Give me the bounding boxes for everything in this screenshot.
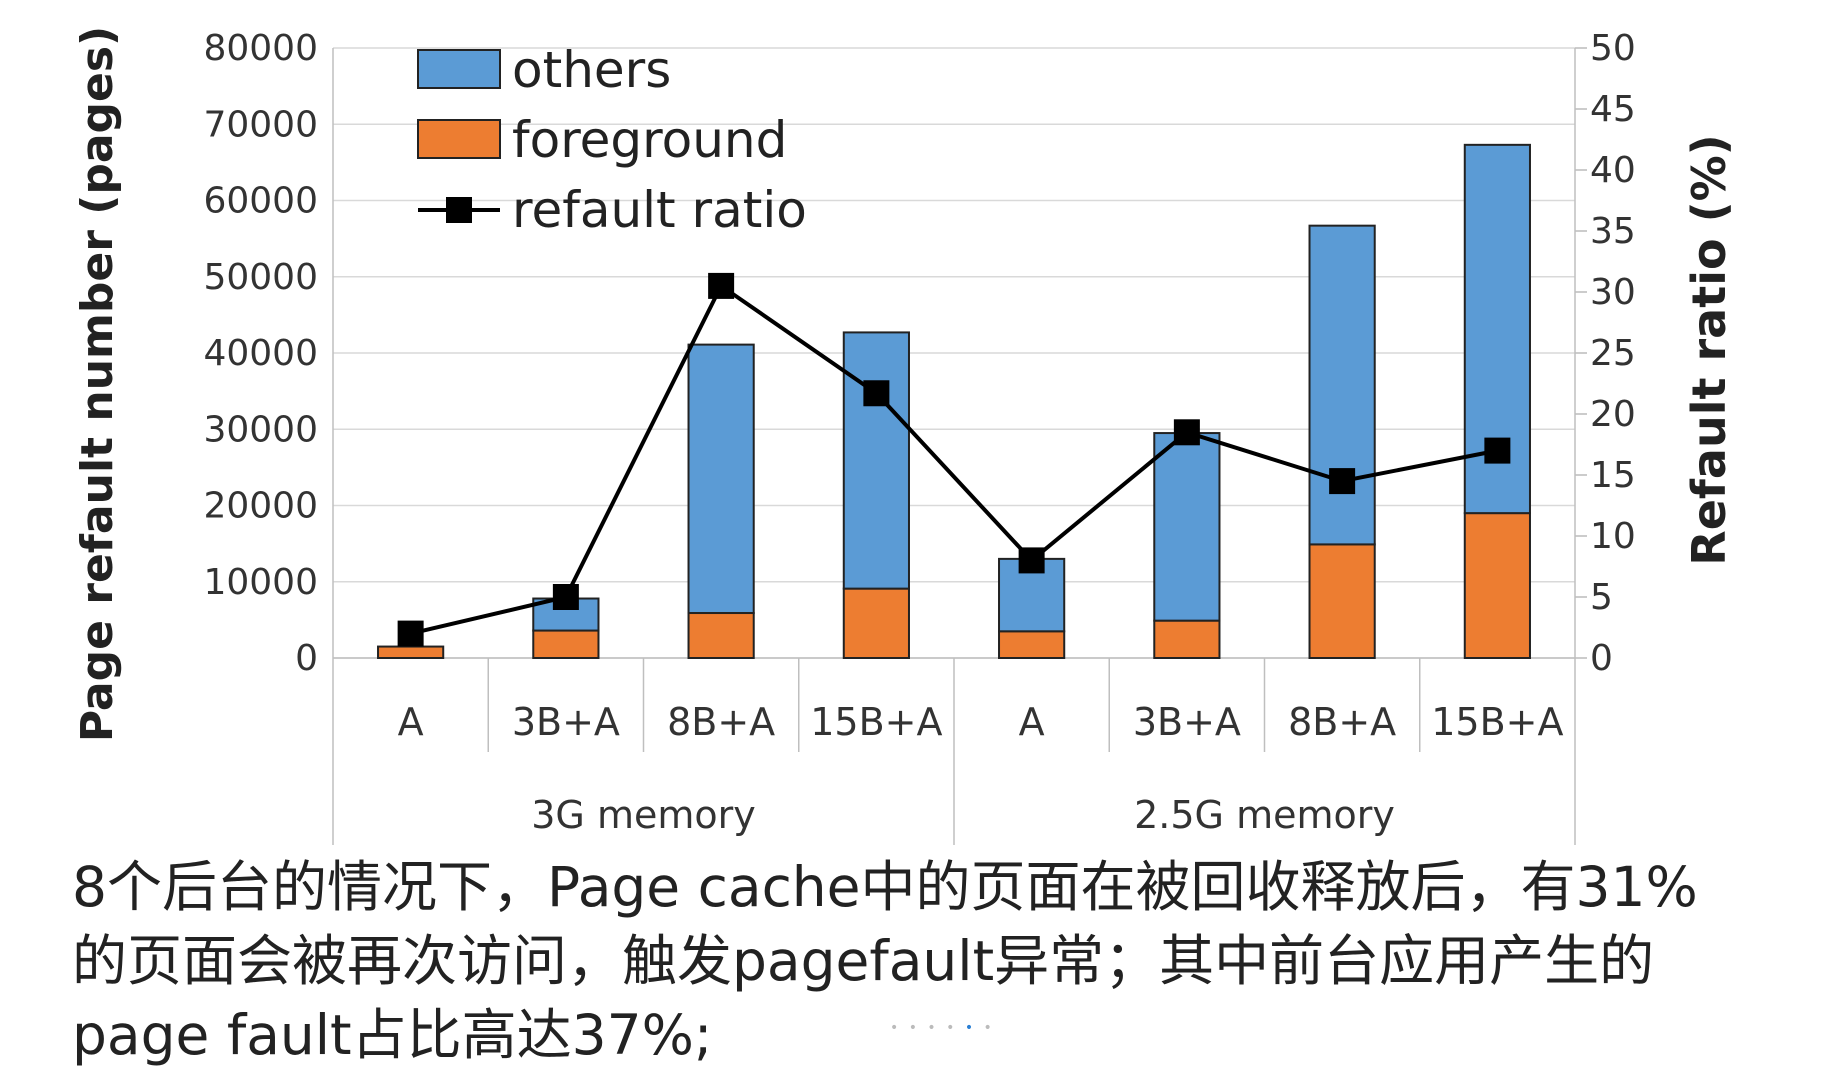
x-tick-label: A — [398, 700, 424, 744]
y2-axis-title: Refault ratio (%) — [1682, 134, 1736, 565]
y2-tick-label: 20 — [1590, 394, 1636, 435]
y-tick-label: 20000 — [203, 486, 318, 527]
x-tick-label: 8B+A — [1288, 700, 1396, 744]
y2-tick-label: 10 — [1590, 516, 1636, 557]
y2-tick-label: 30 — [1590, 272, 1636, 313]
point-refault-ratio — [1484, 437, 1511, 464]
caption: 8个后台的情况下，Page cache中的页面在被回收释放后，有31% 的页面会… — [72, 850, 1832, 1072]
x-tick-label: 3B+A — [512, 700, 620, 744]
point-refault-ratio — [1018, 547, 1045, 574]
legend-label: foreground — [512, 111, 787, 169]
point-refault-ratio — [552, 584, 579, 610]
bar-others — [1308, 224, 1376, 546]
y-tick-label: 60000 — [203, 181, 318, 222]
y2-tick-label: 50 — [1590, 28, 1636, 69]
y2-tick-label: 45 — [1590, 89, 1636, 130]
y2-tick-label: 5 — [1590, 577, 1613, 618]
caption-line-1: 8个后台的情况下，Page cache中的页面在被回收释放后，有31% — [72, 855, 1698, 919]
bar-foreground — [377, 645, 445, 659]
legend-label: others — [512, 41, 671, 99]
bar-others — [1153, 432, 1221, 622]
group-label: 3G memory — [531, 793, 755, 837]
legend-swatch-foreground — [417, 119, 501, 159]
point-refault-ratio — [708, 272, 735, 299]
point-refault-ratio — [397, 620, 424, 647]
x-tick-label: 8B+A — [667, 700, 775, 744]
point-refault-ratio — [1173, 419, 1200, 446]
bar-foreground — [1308, 543, 1376, 660]
refault-chart: 0 10000 20000 30000 40000 50000 60000 70000 8000… — [72, 26, 1736, 845]
y-tick-label: 0 — [295, 638, 318, 679]
y2-tick-label: 25 — [1590, 333, 1636, 374]
caption-line-2: 的页面会被再次访问，触发pagefault异常；其中前台应用产生的 — [72, 929, 1655, 993]
x-tick-label: A — [1019, 700, 1045, 744]
legend-label: refault ratio — [512, 181, 807, 239]
y-tick-label: 30000 — [203, 409, 318, 450]
y2-tick-label: 15 — [1590, 455, 1636, 496]
point-refault-ratio — [863, 380, 890, 407]
bar-others — [687, 343, 755, 615]
y2-tick-label: 40 — [1590, 150, 1636, 191]
x-tick-label: 15B+A — [810, 700, 942, 744]
y-tick-label: 80000 — [203, 28, 318, 69]
y-tick-label: 10000 — [203, 562, 318, 603]
legend-swatch-marker — [446, 197, 472, 223]
bar-others — [842, 331, 910, 590]
y2-tick-label: 35 — [1590, 211, 1636, 252]
caption-line-3: page fault占比高达37%; — [72, 1003, 713, 1067]
x-tick-label: 3B+A — [1133, 700, 1241, 744]
y2-tick-label: 0 — [1590, 638, 1613, 679]
bar-foreground — [1153, 619, 1221, 660]
bar-foreground — [998, 630, 1066, 659]
y-tick-label: 40000 — [203, 333, 318, 374]
legend-swatch-others — [417, 49, 501, 89]
y-tick-label: 70000 — [203, 104, 318, 145]
group-label: 2.5G memory — [1134, 793, 1395, 837]
line-refault-ratio — [410, 282, 1498, 636]
y-tick-label: 50000 — [203, 257, 318, 298]
bar-foreground — [842, 587, 910, 659]
slide-progress-dots: • • • • • • — [890, 1020, 995, 1036]
y-axis-title: Page refault number (pages) — [72, 26, 123, 742]
point-refault-ratio — [1329, 468, 1356, 495]
bar-foreground — [687, 612, 755, 660]
x-tick-label: 15B+A — [1431, 700, 1563, 744]
bar-foreground — [1463, 512, 1531, 659]
bar-foreground — [532, 629, 600, 659]
